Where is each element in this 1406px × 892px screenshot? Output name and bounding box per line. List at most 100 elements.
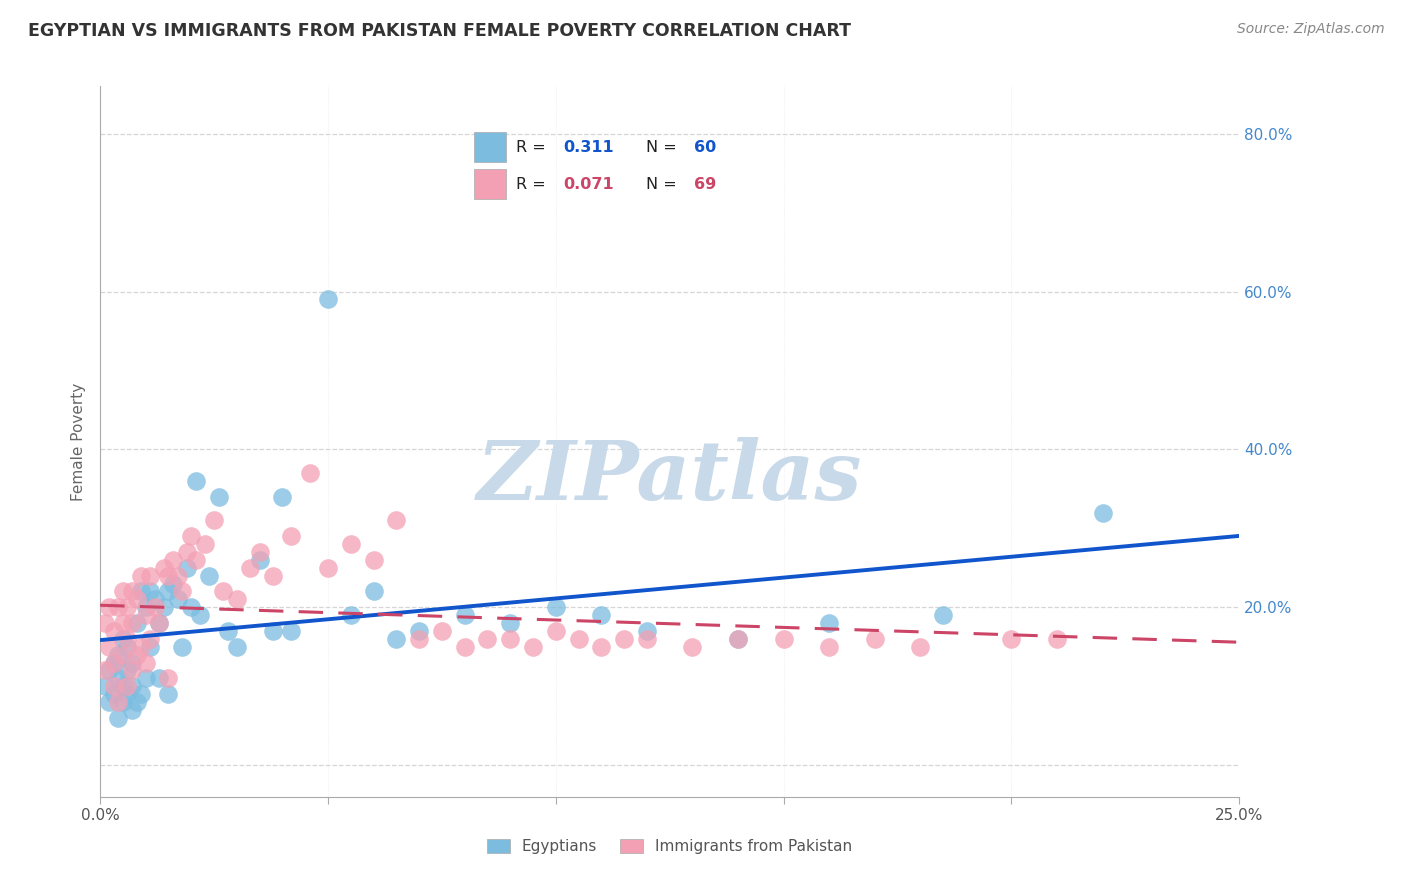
Immigrants from Pakistan: [107, 695, 129, 709]
Egyptians: [262, 624, 284, 638]
Immigrants from Pakistan: [180, 529, 202, 543]
Immigrants from Pakistan: [363, 553, 385, 567]
Egyptians: [544, 600, 567, 615]
Immigrants from Pakistan: [111, 648, 134, 662]
Egyptians: [139, 640, 162, 654]
Egyptians: [280, 624, 302, 638]
Immigrants from Pakistan: [139, 632, 162, 646]
Text: R =: R =: [516, 140, 551, 155]
Egyptians: [111, 632, 134, 646]
Text: 0.071: 0.071: [564, 177, 614, 192]
Egyptians: [157, 584, 180, 599]
Egyptians: [1091, 506, 1114, 520]
Egyptians: [385, 632, 408, 646]
Text: N =: N =: [647, 177, 682, 192]
Immigrants from Pakistan: [385, 513, 408, 527]
Immigrants from Pakistan: [103, 624, 125, 638]
Y-axis label: Female Poverty: Female Poverty: [72, 383, 86, 500]
Immigrants from Pakistan: [682, 640, 704, 654]
Immigrants from Pakistan: [117, 600, 139, 615]
Egyptians: [107, 711, 129, 725]
Immigrants from Pakistan: [93, 615, 115, 630]
Egyptians: [121, 679, 143, 693]
Immigrants from Pakistan: [93, 664, 115, 678]
Egyptians: [98, 664, 121, 678]
Egyptians: [111, 695, 134, 709]
Immigrants from Pakistan: [225, 592, 247, 607]
Egyptians: [103, 687, 125, 701]
Egyptians: [453, 608, 475, 623]
Egyptians: [316, 293, 339, 307]
Egyptians: [727, 632, 749, 646]
Egyptians: [129, 687, 152, 701]
Egyptians: [339, 608, 361, 623]
Immigrants from Pakistan: [148, 615, 170, 630]
Immigrants from Pakistan: [103, 679, 125, 693]
Egyptians: [125, 695, 148, 709]
Immigrants from Pakistan: [613, 632, 636, 646]
Immigrants from Pakistan: [249, 545, 271, 559]
Immigrants from Pakistan: [298, 466, 321, 480]
Immigrants from Pakistan: [727, 632, 749, 646]
Immigrants from Pakistan: [544, 624, 567, 638]
Immigrants from Pakistan: [103, 656, 125, 670]
Immigrants from Pakistan: [1000, 632, 1022, 646]
Egyptians: [157, 687, 180, 701]
Immigrants from Pakistan: [202, 513, 225, 527]
Immigrants from Pakistan: [212, 584, 235, 599]
Egyptians: [117, 640, 139, 654]
Immigrants from Pakistan: [194, 537, 217, 551]
Egyptians: [153, 600, 176, 615]
Egyptians: [162, 576, 184, 591]
Immigrants from Pakistan: [172, 584, 194, 599]
Egyptians: [180, 600, 202, 615]
Immigrants from Pakistan: [117, 632, 139, 646]
Egyptians: [636, 624, 658, 638]
Text: N =: N =: [647, 140, 682, 155]
Immigrants from Pakistan: [129, 640, 152, 654]
Egyptians: [135, 671, 157, 685]
Bar: [474, 169, 506, 199]
Immigrants from Pakistan: [162, 553, 184, 567]
Text: 69: 69: [695, 177, 717, 192]
Immigrants from Pakistan: [430, 624, 453, 638]
Immigrants from Pakistan: [135, 608, 157, 623]
Text: EGYPTIAN VS IMMIGRANTS FROM PAKISTAN FEMALE POVERTY CORRELATION CHART: EGYPTIAN VS IMMIGRANTS FROM PAKISTAN FEM…: [28, 22, 851, 40]
Egyptians: [249, 553, 271, 567]
Egyptians: [172, 640, 194, 654]
Immigrants from Pakistan: [98, 640, 121, 654]
Immigrants from Pakistan: [522, 640, 544, 654]
Immigrants from Pakistan: [339, 537, 361, 551]
Egyptians: [818, 615, 841, 630]
Immigrants from Pakistan: [772, 632, 794, 646]
Immigrants from Pakistan: [98, 600, 121, 615]
Immigrants from Pakistan: [125, 592, 148, 607]
Egyptians: [148, 671, 170, 685]
Immigrants from Pakistan: [135, 656, 157, 670]
Egyptians: [932, 608, 955, 623]
Egyptians: [139, 584, 162, 599]
Egyptians: [225, 640, 247, 654]
Egyptians: [103, 656, 125, 670]
Egyptians: [117, 664, 139, 678]
Immigrants from Pakistan: [121, 584, 143, 599]
Immigrants from Pakistan: [129, 568, 152, 582]
Immigrants from Pakistan: [567, 632, 589, 646]
Immigrants from Pakistan: [143, 600, 166, 615]
Immigrants from Pakistan: [157, 671, 180, 685]
Immigrants from Pakistan: [139, 568, 162, 582]
Immigrants from Pakistan: [176, 545, 198, 559]
Immigrants from Pakistan: [1046, 632, 1069, 646]
Egyptians: [176, 561, 198, 575]
Immigrants from Pakistan: [121, 615, 143, 630]
Text: 60: 60: [695, 140, 717, 155]
Immigrants from Pakistan: [111, 615, 134, 630]
Egyptians: [121, 703, 143, 717]
Immigrants from Pakistan: [157, 568, 180, 582]
Text: 0.311: 0.311: [564, 140, 614, 155]
Egyptians: [107, 648, 129, 662]
Immigrants from Pakistan: [239, 561, 262, 575]
Immigrants from Pakistan: [591, 640, 613, 654]
Egyptians: [143, 592, 166, 607]
Egyptians: [184, 474, 207, 488]
